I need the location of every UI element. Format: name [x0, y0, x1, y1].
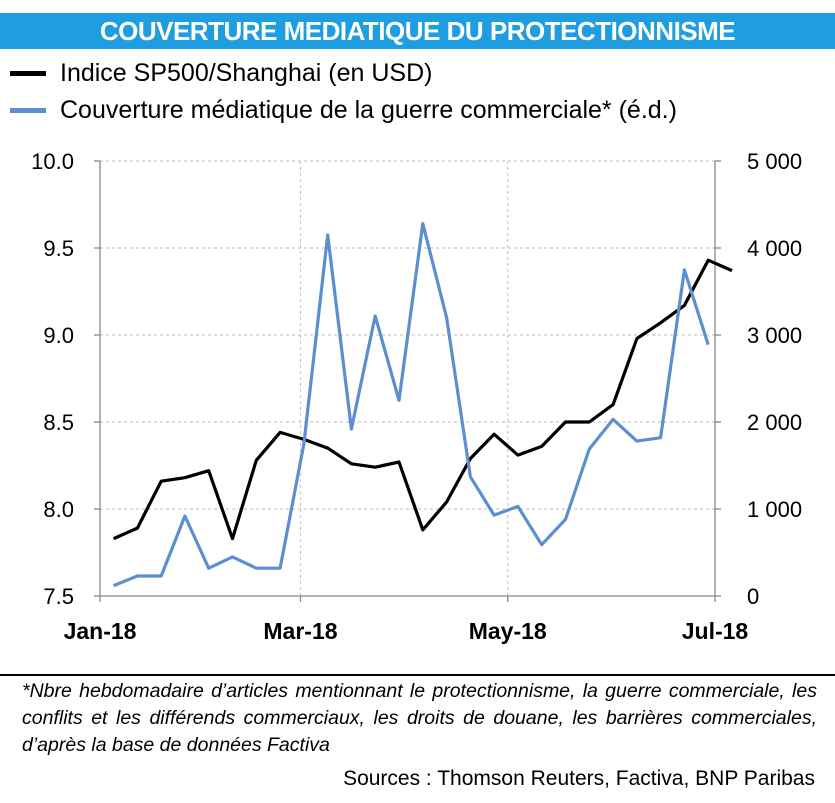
chart-title: COUVERTURE MEDIATIQUE DU PROTECTIONNISME	[0, 13, 835, 49]
y-left-tick-label: 8.0	[43, 497, 74, 522]
y-left-tick-label: 9.0	[43, 323, 74, 348]
legend-label-sp500: Indice SP500/Shanghai (en USD)	[60, 58, 433, 87]
x-tick-label: Jul-18	[682, 618, 749, 644]
x-tick-label: May-18	[469, 618, 547, 644]
y-right-tick-label: 4 000	[747, 236, 802, 261]
y-right-tick-label: 1 000	[747, 497, 802, 522]
chart-area: Jan-18 Mar-18 May-18 Jul-18 7.5 8.0 8.5 9.0 9.5 1…	[31, 149, 802, 644]
divider	[0, 674, 835, 676]
sources-line: Sources : Thomson Reuters, Factiva, BNP …	[343, 767, 815, 790]
y-left-tick-label: 9.5	[43, 236, 74, 261]
x-tick-label: Mar-18	[263, 618, 337, 644]
legend-item-media: Couverture médiatique de la guerre comme…	[10, 95, 677, 125]
y-left-tick-label: 10.0	[31, 149, 74, 174]
footnote: *Nbre hebdomadaire d’articles mentionnan…	[22, 680, 817, 756]
legend-item-sp500: Indice SP500/Shanghai (en USD)	[10, 58, 432, 88]
y-right-tick-label: 5 000	[747, 149, 802, 174]
y-right-tick-label: 2 000	[747, 410, 802, 435]
series-line-media	[113, 221, 710, 588]
legend-swatch-blue	[10, 107, 46, 113]
x-tick-label: Jan-18	[64, 618, 137, 644]
y-left-tick-label: 7.5	[43, 584, 74, 609]
y-right-tick-label: 0	[747, 584, 759, 609]
legend-label-media: Couverture médiatique de la guerre comme…	[60, 95, 677, 124]
series-line-sp500	[112, 258, 733, 541]
y-left-tick-label: 8.5	[43, 410, 74, 435]
y-right-tick-label: 3 000	[747, 323, 802, 348]
legend-swatch-black	[10, 70, 46, 76]
